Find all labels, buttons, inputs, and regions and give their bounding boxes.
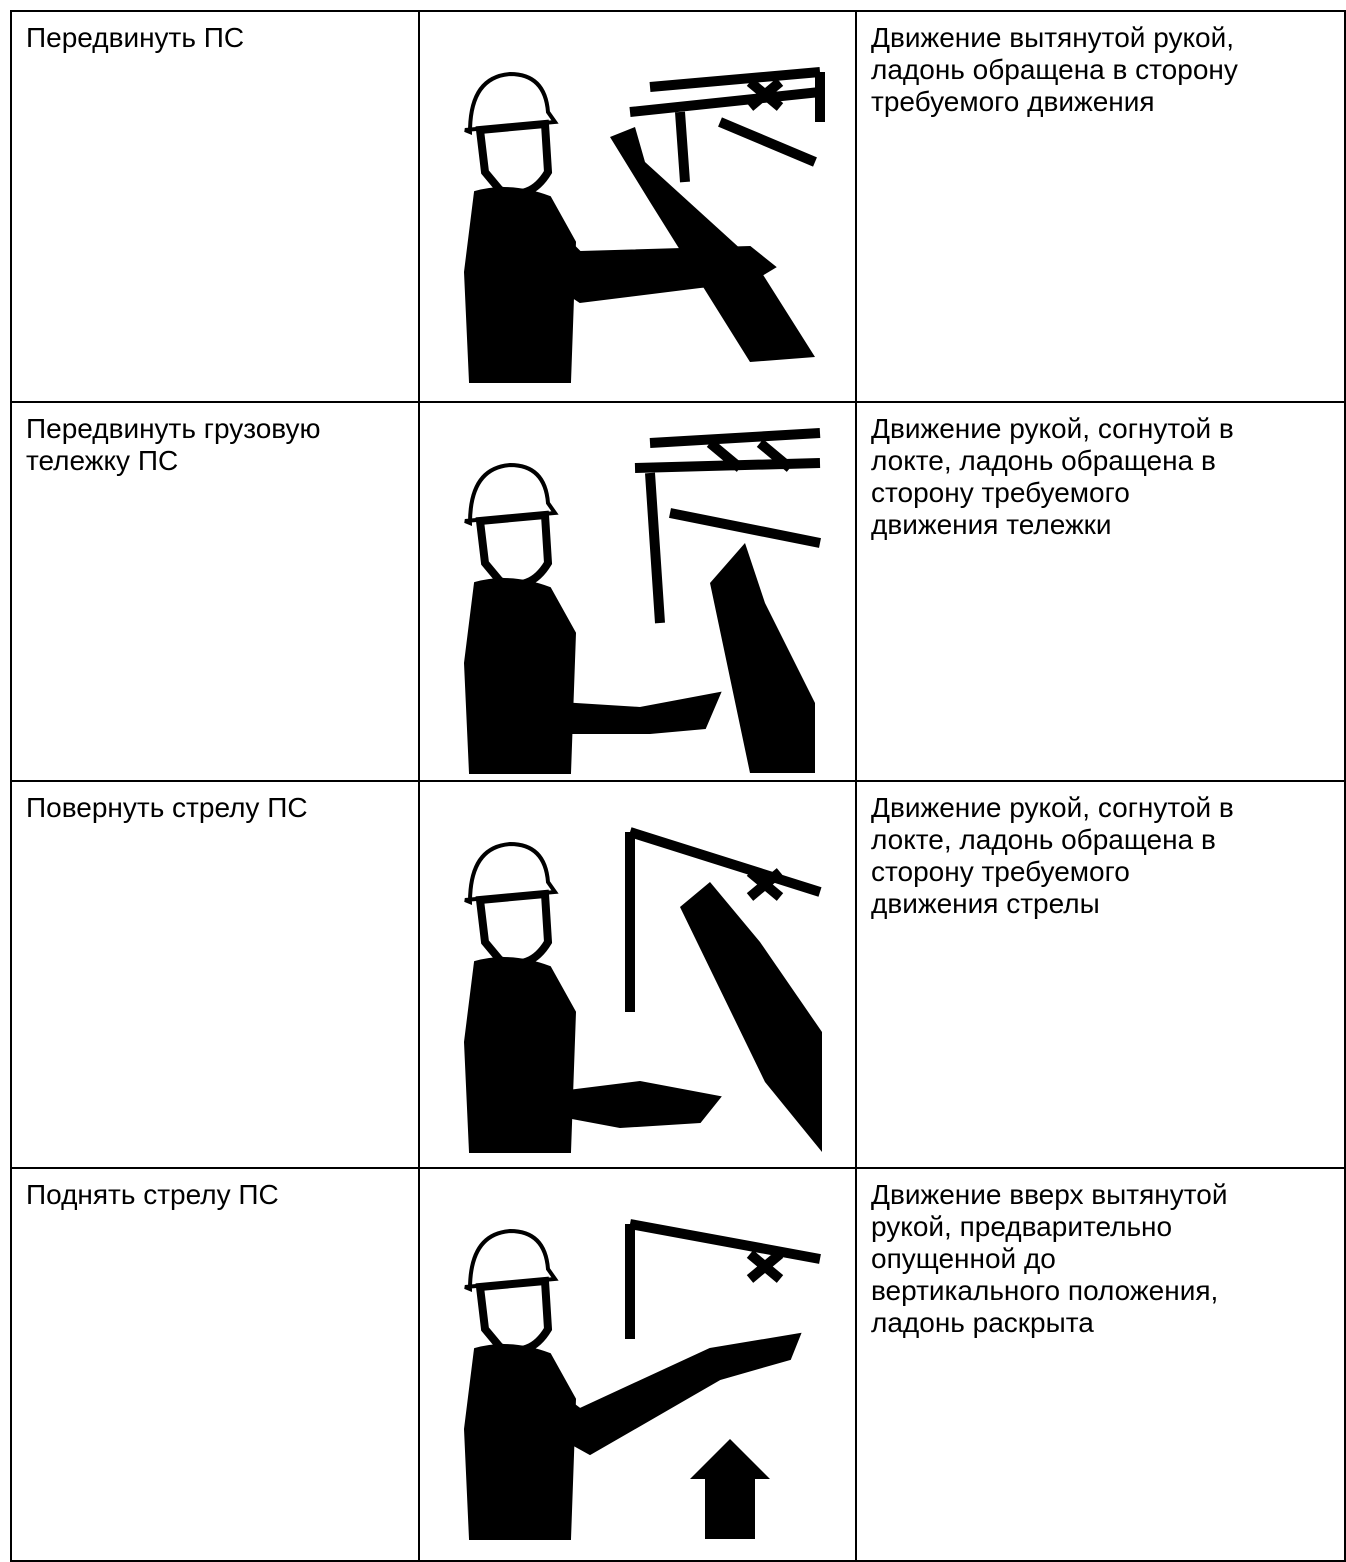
head	[475, 889, 553, 968]
description-cell: Движение вверх вытянутой рукой, предварит…	[855, 1167, 1346, 1562]
description-line: локте, ладонь обращена в	[871, 824, 1216, 855]
picture-cell	[418, 401, 857, 782]
crane	[625, 1219, 821, 1339]
description-cell: Движение рукой, согнутой в локте, ладонь …	[855, 780, 1346, 1169]
signal-line: Передвинуть грузовую	[26, 413, 321, 444]
signal-cell: Поднять стрелу ПС	[10, 1167, 420, 1562]
description-line: движения стрелы	[871, 888, 1100, 919]
description-line: ладонь раскрыта	[871, 1307, 1094, 1338]
head	[475, 510, 553, 589]
arrow	[690, 1439, 770, 1539]
signal-pictogram	[463, 1219, 821, 1540]
signal-cell: Повернуть стрелу ПС	[10, 780, 420, 1169]
arrow	[610, 127, 815, 362]
signal-line: Поднять стрелу ПС	[26, 1179, 279, 1210]
arrow	[680, 882, 822, 1152]
arm	[539, 669, 722, 734]
crane	[629, 67, 825, 183]
signal-line: тележку ПС	[26, 445, 179, 476]
description-line: Движение вытянутой рукой,	[871, 22, 1235, 53]
signaller-figure	[463, 71, 777, 383]
crane-boom	[629, 67, 825, 183]
torso	[463, 187, 577, 383]
signal-pictogram	[463, 827, 822, 1153]
description-line: рукой, предварительно	[871, 1211, 1173, 1242]
arm	[528, 1058, 722, 1129]
picture-cell	[418, 780, 857, 1169]
head	[475, 119, 553, 198]
signal-line: Повернуть стрелу ПС	[26, 792, 308, 823]
torso	[463, 578, 577, 774]
arm	[549, 219, 777, 304]
helmet	[464, 841, 559, 905]
crane	[625, 827, 822, 1012]
crane-boom	[634, 428, 821, 624]
crane	[634, 428, 821, 624]
signal-cell: Передвинуть грузовую тележку ПС	[10, 401, 420, 782]
description-cell: Движение рукой, согнутой в локте, ладонь …	[855, 401, 1346, 782]
description-line: требуемого движения	[871, 86, 1155, 117]
signaller-figure	[463, 462, 722, 774]
description-line: опущенной до	[871, 1243, 1056, 1274]
crane-boom	[625, 1219, 821, 1339]
helmet	[464, 71, 559, 135]
description-line: Движение рукой, согнутой в	[871, 792, 1234, 823]
head	[475, 1276, 553, 1355]
signaller-figure	[463, 1228, 802, 1540]
description-line: движения тележки	[871, 509, 1112, 540]
description-line: сторону требуемого	[871, 477, 1130, 508]
signal-pictogram	[463, 67, 825, 383]
signal-pictogram	[463, 428, 821, 774]
description-line: ладонь обращена в сторону	[871, 54, 1238, 85]
description-line: Движение вверх вытянутой	[871, 1179, 1228, 1210]
description-line: вертикального положения,	[871, 1275, 1219, 1306]
crane-boom	[625, 827, 822, 1012]
picture-cell	[418, 10, 857, 403]
helmet	[464, 1228, 559, 1292]
picture-cell	[418, 1167, 857, 1562]
description-line: сторону требуемого	[871, 856, 1130, 887]
arm	[538, 1332, 802, 1456]
signal-line: Передвинуть ПС	[26, 22, 245, 53]
description-cell: Движение вытянутой рукой, ладонь обращена…	[855, 10, 1346, 403]
arrow	[710, 543, 815, 773]
torso	[463, 957, 577, 1153]
helmet	[464, 462, 559, 526]
signal-cell: Передвинуть ПС	[10, 10, 420, 403]
torso	[463, 1344, 577, 1540]
description-line: Движение рукой, согнутой в	[871, 413, 1234, 444]
description-line: локте, ладонь обращена в	[871, 445, 1216, 476]
signaller-figure	[463, 841, 722, 1153]
